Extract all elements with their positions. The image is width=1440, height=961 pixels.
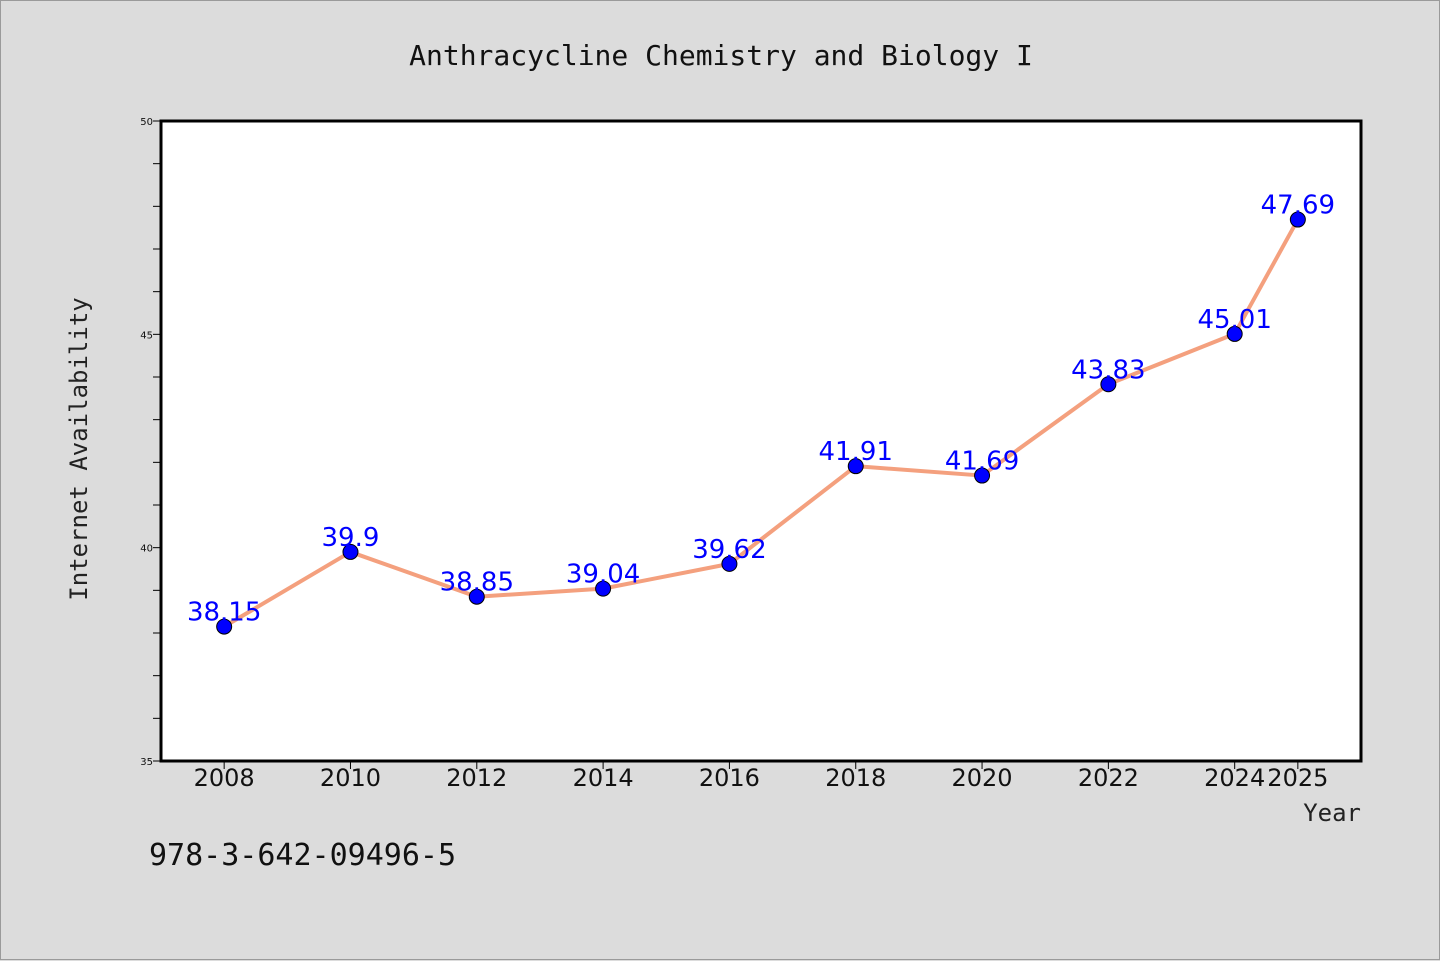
x-tick-label: 2022 (1078, 764, 1139, 792)
data-point (342, 543, 359, 560)
y-tick-label: 35 (140, 757, 153, 768)
data-point (847, 458, 864, 475)
data-point (721, 555, 738, 572)
plot-area (159, 119, 1363, 763)
x-axis-label: Year (1303, 799, 1361, 827)
data-label: 39.04 (566, 560, 640, 590)
x-tick-label: 2025 (1267, 764, 1328, 792)
data-point (1226, 325, 1243, 342)
data-label: 39.62 (692, 535, 766, 565)
data-label: 41.69 (945, 447, 1019, 477)
chart-title: Anthracycline Chemistry and Biology I (409, 39, 1033, 72)
series-line (223, 218, 1300, 629)
data-point (595, 580, 612, 597)
y-tick-label: 50 (140, 117, 153, 128)
x-tick-label: 2018 (825, 764, 886, 792)
data-label: 39.9 (322, 523, 380, 553)
y-tick-label: 45 (140, 330, 153, 341)
x-tick-label: 2008 (194, 764, 255, 792)
data-point (216, 618, 233, 635)
x-tick-label: 2014 (573, 764, 634, 792)
x-tick-label: 2010 (320, 764, 381, 792)
data-point (1289, 211, 1306, 228)
data-point (1100, 376, 1117, 393)
data-label: 38.85 (440, 568, 514, 598)
y-axis-label: Internet Availability (65, 297, 93, 600)
x-tick-label: 2012 (446, 764, 507, 792)
y-axis: 35 40 45 50 (140, 117, 161, 768)
series-group: 38.15 39.9 38.85 39.04 39.62 41.91 41.69 43.83 4… (187, 191, 1335, 635)
data-label: 47.69 (1261, 191, 1335, 221)
data-point (468, 588, 485, 605)
x-tick-label: 2020 (952, 764, 1013, 792)
data-label: 43.83 (1071, 355, 1145, 385)
data-label: 38.15 (187, 598, 261, 628)
data-label: 41.91 (819, 437, 893, 467)
x-axis: 2008 2010 2012 2014 2016 2018 2020 2022 2024 2025 (194, 761, 1328, 792)
data-label: 45.01 (1197, 305, 1271, 335)
x-tick-label: 2016 (699, 764, 760, 792)
isbn-text: 978-3-642-09496-5 (149, 838, 456, 873)
y-tick-label: 40 (140, 544, 153, 555)
data-point (974, 467, 991, 484)
x-tick-label: 2024 (1204, 764, 1265, 792)
